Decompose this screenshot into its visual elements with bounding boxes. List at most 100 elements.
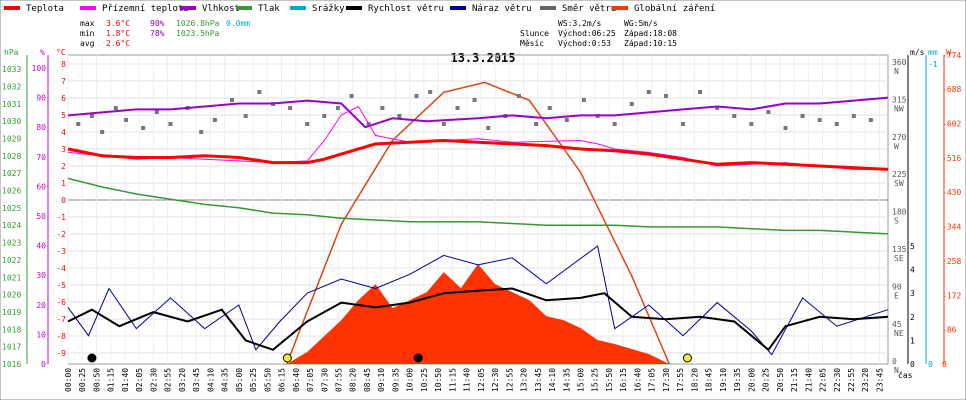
wind-direction-point (380, 106, 385, 110)
wind-direction-point (199, 130, 204, 134)
axis-tick-watt: -258 (942, 257, 961, 266)
marker-sunrise (282, 353, 292, 363)
axis-tick-celsius: 0 (61, 196, 66, 205)
axis-tick-celsius: 8 (61, 60, 66, 69)
axis-tick-hpa: 1032 (2, 82, 21, 91)
axis-tick-hpa: 1018 (2, 325, 21, 334)
axis-tick-watt: -86 (942, 326, 957, 335)
x-tick-label: 13:20 (520, 368, 529, 392)
axis-tick-celsius: -3 (56, 247, 66, 256)
legend-swatch (180, 6, 196, 10)
axis-tick-watt: -688 (942, 85, 961, 94)
x-tick-label: 23:20 (861, 368, 870, 392)
x-tick-label: 00:25 (78, 368, 87, 392)
axis-tick-direction: 45 (892, 320, 902, 329)
wind-direction-point (663, 94, 668, 98)
axis-tick-hpa: 1024 (2, 221, 21, 230)
series-solar-radiation (286, 264, 670, 364)
legend: Teplota Přízemní teplota Vlhkost Tlak Srážky… (4, 4, 715, 14)
axis-tick-direction-label: NE (894, 329, 904, 338)
wind-direction-point (517, 94, 521, 98)
chart-title: 13.3.2015 (450, 51, 515, 65)
series-pressure (67, 177, 889, 235)
stats-value: min (80, 29, 95, 38)
x-tick-label: 16:15 (619, 368, 628, 392)
axis-tick-hpa: 1026 (2, 187, 21, 196)
axis-tick-celsius: -9 (56, 349, 66, 358)
marker-moonrise (87, 353, 97, 363)
axis-unit-celsius: °C (56, 48, 66, 57)
axis-unit-mm: mm (928, 48, 938, 57)
axis-tick-hpa: 1027 (2, 169, 21, 178)
axis-tick-watt: -516 (942, 154, 961, 163)
axis-tick-hpa: 1031 (2, 100, 21, 109)
x-tick-label: 20:00 (747, 368, 756, 392)
stats-moonrise: Východ:0:53 (558, 39, 611, 48)
axis-tick-celsius: 1 (61, 179, 66, 188)
axis-tick-direction: 360 (892, 58, 907, 67)
x-tick-label: 11:40 (463, 368, 472, 392)
axis-tick-ms: 4 (910, 266, 915, 275)
x-tick-label: 11:15 (448, 368, 457, 392)
axis-tick-direction: 315 (892, 95, 907, 104)
legend-swatch (612, 6, 628, 10)
marker-sunset (682, 353, 692, 363)
x-tick-label: 00:50 (92, 368, 101, 392)
wind-direction-point (100, 130, 105, 134)
wind-direction-point (243, 114, 248, 118)
wind-direction-point (89, 114, 94, 118)
x-tick-label: 15:00 (577, 368, 586, 392)
axis-tick-hpa: 1029 (2, 134, 21, 143)
legend-item: Směr větru (562, 4, 616, 14)
x-tick-label: 01:40 (121, 368, 130, 392)
stats-sunset: Západ:18:08 (624, 29, 677, 38)
axis-tick-hpa: 1025 (2, 204, 21, 213)
x-tick-label: 03:45 (192, 368, 201, 392)
wind-direction-point (766, 110, 771, 114)
x-tick-label: 19:10 (719, 368, 728, 392)
x-tick-label: 09:35 (391, 368, 400, 392)
series-temperature (67, 138, 889, 171)
axis-tick-direction: 270 (892, 133, 907, 142)
axis-tick-direction-label: E (894, 291, 899, 300)
axis-tick-percent: 100 (32, 64, 47, 73)
x-tick-label: 23:45 (875, 368, 884, 392)
x-tick-label: 02:30 (149, 368, 158, 392)
legend-item: Teplota (26, 4, 64, 14)
series-wind-gust (67, 245, 889, 356)
wind-direction-point (681, 122, 685, 126)
axis-tick-celsius: -6 (56, 298, 66, 307)
x-tick-label: 05:50 (263, 368, 272, 392)
stats-sunrise: Východ:06:25 (558, 29, 616, 38)
wind-direction-point (76, 122, 81, 126)
stats-value: max (80, 19, 95, 28)
x-tick-label: 13:45 (534, 368, 543, 392)
x-tick-label: 02:55 (164, 368, 173, 392)
wind-direction-point (414, 94, 419, 98)
x-tick-label: 15:50 (605, 368, 614, 392)
axis-tick-watt: 0 (942, 360, 947, 369)
legend-item: Srážky (312, 4, 345, 14)
axis-unit-percent: % (40, 48, 45, 57)
wind-direction-point (428, 90, 433, 94)
x-tick-label: 12:55 (505, 368, 514, 392)
axis-tick-celsius: -5 (56, 281, 66, 290)
axis-tick-watt: -774 (942, 51, 961, 60)
x-tick-label: 17:55 (676, 368, 685, 392)
axis-tick-hpa: 1020 (2, 291, 21, 300)
axis-tick-percent: 0 (41, 360, 46, 369)
x-tick-label: 07:05 (306, 368, 315, 392)
stats-moonset: Západ:10:15 (624, 39, 677, 48)
axis-tick-watt: -602 (942, 120, 961, 129)
x-tick-label: 18:20 (690, 368, 699, 392)
stats-value: 3.6°C (106, 19, 130, 28)
axis-tick-direction: 135 (892, 245, 907, 254)
axis-tick-hpa: 1021 (2, 273, 21, 282)
x-axis-ticks: 00:00 00:25 00:50 01:15 01:40 02:05 02:30 02:55… (64, 368, 913, 392)
x-tick-label: 06:15 (278, 368, 287, 392)
legend-item: Globální záření (634, 4, 715, 14)
axes: hPa% °C1016101710181019102010211022102310… (2, 48, 961, 375)
stats-value: avg (80, 39, 95, 48)
legend-item: Přízemní teplota (102, 4, 189, 14)
